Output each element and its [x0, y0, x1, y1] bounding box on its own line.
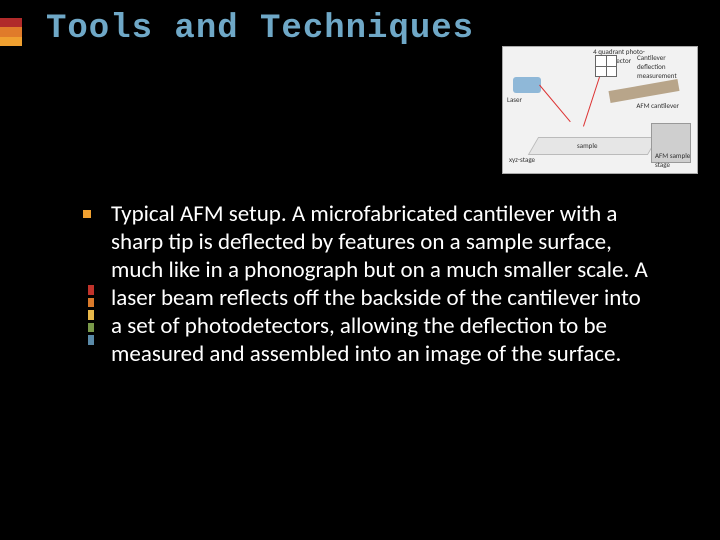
laser-beam-icon — [583, 77, 600, 127]
bullet-text: Typical AFM setup. A microfabricated can… — [95, 200, 655, 368]
diagram-label-stage-left: xyz-stage — [509, 155, 535, 164]
laser-icon — [513, 77, 541, 93]
side-mark — [88, 310, 94, 320]
diagram-label-cantilever: AFM cantilever — [636, 101, 679, 110]
bullet-block: Typical AFM setup. A microfabricated can… — [95, 200, 655, 368]
afm-diagram: 4 quadrant photo-detector Cantilever def… — [502, 46, 698, 174]
cantilever-icon — [608, 79, 679, 103]
accent-stripe — [0, 18, 22, 27]
side-mark — [88, 335, 94, 345]
side-mark — [88, 285, 94, 295]
diagram-label-sample: sample — [577, 141, 597, 150]
accent-stripe — [0, 37, 22, 46]
side-color-marks — [88, 285, 94, 345]
diagram-label-deflection: Cantilever deflection measurement — [637, 53, 693, 80]
slide-title: Tools and Techniques — [46, 10, 474, 48]
laser-beam-icon — [539, 85, 571, 122]
diagram-label-stage-right: AFM sample stage — [655, 151, 693, 169]
title-accent-bar — [0, 18, 22, 46]
side-mark — [88, 298, 94, 308]
side-mark — [88, 323, 94, 333]
diagram-label-laser: Laser — [507, 95, 522, 104]
photodetector-icon — [595, 55, 617, 77]
accent-stripe — [0, 27, 22, 36]
bullet-marker-icon — [83, 210, 91, 218]
